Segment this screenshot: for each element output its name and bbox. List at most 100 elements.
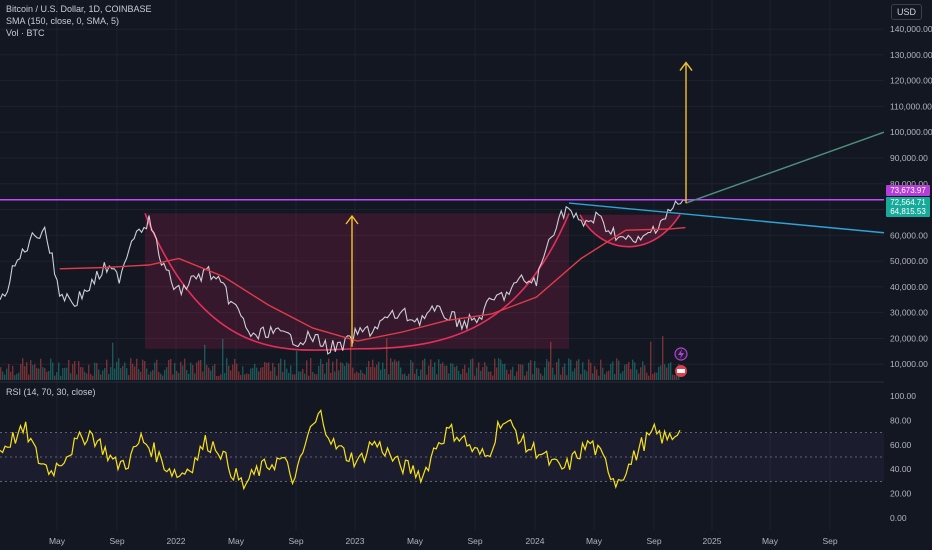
volume-bar	[108, 373, 110, 380]
rsi-tick-label: 40.00	[890, 464, 912, 474]
sma-legend[interactable]: SMA (150, close, 0, SMA, 5)	[6, 16, 120, 26]
volume-bar	[346, 362, 348, 380]
volume-bar	[460, 374, 462, 380]
price-tick-label: 100,000.00	[890, 127, 932, 137]
volume-bar	[152, 370, 154, 380]
volume-bar	[280, 358, 282, 380]
volume-bar	[612, 361, 614, 380]
volume-bar	[648, 375, 650, 380]
volume-bar	[424, 358, 426, 380]
price-tick-label: 20,000.00	[890, 333, 928, 343]
volume-bar	[36, 367, 38, 380]
volume-bar	[212, 365, 214, 380]
time-axis[interactable]: May Sep 2022 May Sep 2023 May Sep 2024 May Sep 2025…	[49, 536, 838, 546]
volume-bar	[534, 361, 536, 380]
volume-bar	[70, 373, 72, 380]
time-tick-label: May	[407, 536, 424, 546]
volume-bar	[638, 373, 640, 380]
volume-bar	[96, 363, 98, 380]
volume-bar	[378, 361, 380, 380]
volume-bar	[400, 367, 402, 380]
volume-bar	[334, 371, 336, 380]
volume-bar	[564, 363, 566, 380]
volume-bar	[176, 371, 178, 380]
volume-bar	[516, 371, 518, 380]
volume-bars	[0, 336, 680, 380]
volume-bar	[220, 374, 222, 380]
volume-bar	[642, 361, 644, 380]
volume-legend[interactable]: Vol · BTC	[6, 28, 45, 38]
volume-bar	[34, 364, 36, 380]
volume-bar	[196, 362, 198, 380]
volume-bar	[256, 367, 258, 380]
price-tick-label: 130,000.00	[890, 50, 932, 60]
price-tick-label: 10,000.00	[890, 359, 928, 369]
volume-bar	[150, 371, 152, 380]
volume-bar	[496, 367, 498, 380]
volume-bar	[600, 359, 602, 380]
volume-bar	[276, 375, 278, 380]
volume-bar	[446, 365, 448, 380]
volume-bar	[114, 368, 116, 380]
volume-bar	[594, 366, 596, 380]
chart-title[interactable]: Bitcoin / U.S. Dollar, 1D, COINBASE	[6, 4, 152, 14]
volume-bar	[312, 371, 314, 380]
volume-bar	[514, 375, 516, 380]
volume-bar	[324, 373, 326, 380]
volume-bar	[262, 367, 264, 380]
volume-bar	[224, 372, 226, 380]
volume-bar	[320, 358, 322, 380]
volume-bar	[206, 364, 208, 380]
volume-bar	[392, 361, 394, 380]
volume-bar	[248, 373, 250, 380]
volume-bar	[202, 371, 204, 380]
volume-bar	[216, 375, 218, 380]
volume-bar	[462, 368, 464, 380]
grid-lines	[0, 0, 884, 530]
price-tick-label: 90,000.00	[890, 153, 928, 163]
volume-bar	[32, 365, 34, 380]
volume-bar	[504, 363, 506, 380]
time-tick-label: 2024	[526, 536, 545, 546]
volume-bar	[230, 370, 232, 380]
volume-bar	[558, 358, 560, 380]
volume-bar	[232, 364, 234, 380]
cup-fill-area	[145, 213, 569, 349]
volume-bar	[210, 370, 212, 380]
volume-bar	[188, 373, 190, 380]
volume-bar	[528, 362, 530, 380]
rsi-axis[interactable]: 0.00 20.00 40.00 60.00 80.00 100.00	[890, 391, 916, 523]
volume-bar	[58, 362, 60, 380]
volume-bar	[62, 368, 64, 380]
volume-bar	[162, 375, 164, 380]
volume-bar	[238, 371, 240, 380]
volume-bar	[656, 372, 658, 380]
chart-icons	[674, 347, 688, 377]
volume-bar	[590, 362, 592, 380]
ascending-trendline	[685, 131, 885, 204]
volume-bar	[588, 359, 590, 380]
volume-bar	[330, 372, 332, 380]
rsi-legend[interactable]: RSI (14, 70, 30, close)	[6, 387, 96, 397]
volume-bar	[542, 375, 544, 380]
volume-bar	[490, 371, 492, 380]
volume-bar	[384, 368, 386, 380]
volume-bar	[448, 373, 450, 380]
volume-bar	[184, 358, 186, 380]
volume-bar	[22, 358, 24, 380]
volume-bar	[398, 360, 400, 380]
volume-bar	[456, 365, 458, 380]
volume-bar	[608, 370, 610, 380]
volume-bar	[82, 367, 84, 380]
volume-bar	[386, 338, 388, 380]
volume-bar	[168, 360, 170, 380]
volume-bar	[242, 366, 244, 380]
volume-bar	[194, 373, 196, 380]
volume-bar	[218, 375, 220, 380]
volume-bar	[536, 367, 538, 380]
currency-button[interactable]: USD	[890, 4, 922, 20]
volume-bar	[610, 363, 612, 380]
volume-bar	[288, 372, 290, 380]
volume-bar	[650, 341, 652, 380]
